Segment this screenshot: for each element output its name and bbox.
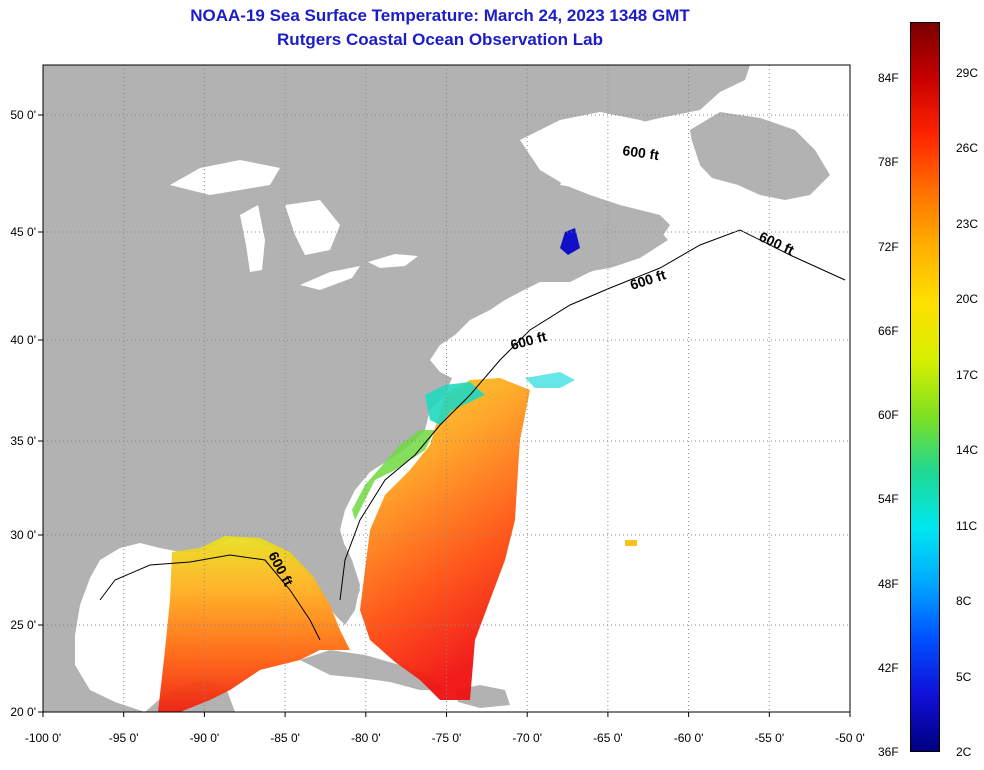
colorbar-label-celsius: 17C <box>956 367 979 382</box>
colorbar-label-celsius: 29C <box>956 66 979 80</box>
colorbar-label-celsius: 26C <box>956 141 979 156</box>
y-tick-label: 20 0' <box>10 705 36 719</box>
y-tick-label: 35 0' <box>10 434 36 448</box>
y-tick-label: 25 0' <box>10 618 36 632</box>
colorbar-label-celsius: 23C <box>956 216 979 231</box>
colorbar-label-fahrenheit: 72F <box>878 239 899 254</box>
y-tick-label: 30 0' <box>10 528 36 542</box>
colorbar-label-fahrenheit: 84F <box>878 71 899 85</box>
y-tick-label: 50 0' <box>10 108 36 122</box>
x-tick-label: -95 0' <box>109 731 139 745</box>
colorbar-label-celsius: 2C <box>956 745 972 759</box>
y-tick-label: 40 0' <box>10 333 36 347</box>
depth-contour-gulf <box>99 554 321 641</box>
sst-shelf-cool <box>425 382 485 425</box>
x-tick-label: -60 0' <box>674 731 704 745</box>
colorbar-label-fahrenheit: 54F <box>878 492 899 507</box>
colorbar-label-celsius: 8C <box>956 594 972 609</box>
sst-offshore-patch <box>525 372 575 388</box>
x-tick-label: -65 0' <box>593 731 623 745</box>
x-tick-label: -50 0' <box>835 731 865 745</box>
x-tick-label: -100 0' <box>25 731 61 745</box>
land-florida <box>300 545 360 625</box>
map-title: NOAA-19 Sea Surface Temperature: March 2… <box>190 6 690 25</box>
lake-michigan <box>240 205 265 272</box>
land-nova-scotia <box>560 220 668 272</box>
y-tick-label: 45 0' <box>10 225 36 239</box>
sst-fundy-cold <box>560 228 580 255</box>
x-tick-label: -55 0' <box>754 731 784 745</box>
colorbar-label-celsius: 11C <box>956 518 978 533</box>
land-north-america <box>43 65 750 712</box>
contour-label: 600 ft <box>622 142 661 163</box>
lake-erie <box>300 266 360 290</box>
colorbar-gradient <box>910 22 940 752</box>
x-tick-label: -85 0' <box>270 731 300 745</box>
colorbar-label-celsius: 5C <box>956 669 972 684</box>
sst-shelf-green <box>352 430 435 520</box>
colorbar-label-fahrenheit: 78F <box>878 155 899 170</box>
sst-atlantic-swath <box>360 378 530 700</box>
colorbar-label-celsius: 20C <box>956 292 979 307</box>
colorbar-label-fahrenheit: 36F <box>878 745 899 759</box>
colorbar-label-fahrenheit: 66F <box>878 323 899 338</box>
lake-superior <box>170 160 280 195</box>
land-newfoundland <box>690 112 830 200</box>
x-tick-label: -80 0' <box>351 731 381 745</box>
map-subtitle: Rutgers Coastal Ocean Observation Lab <box>277 30 603 49</box>
x-tick-label: -75 0' <box>432 731 462 745</box>
colorbar-label-fahrenheit: 48F <box>878 576 899 591</box>
lake-ontario <box>368 254 418 268</box>
temperature-colorbar <box>910 22 940 752</box>
lake-huron <box>285 200 340 255</box>
sst-small-patch <box>625 540 637 546</box>
depth-contour-600ft <box>339 229 846 601</box>
gulf-st-lawrence <box>520 112 700 215</box>
land-cuba <box>300 650 445 690</box>
colorbar-label-fahrenheit: 42F <box>878 660 899 675</box>
sst-gulf-swath <box>158 536 350 712</box>
x-tick-label: -70 0' <box>512 731 542 745</box>
x-tick-label: -90 0' <box>190 731 220 745</box>
colorbar-label-celsius: 14C <box>956 443 979 458</box>
colorbar-label-fahrenheit: 60F <box>878 408 899 422</box>
